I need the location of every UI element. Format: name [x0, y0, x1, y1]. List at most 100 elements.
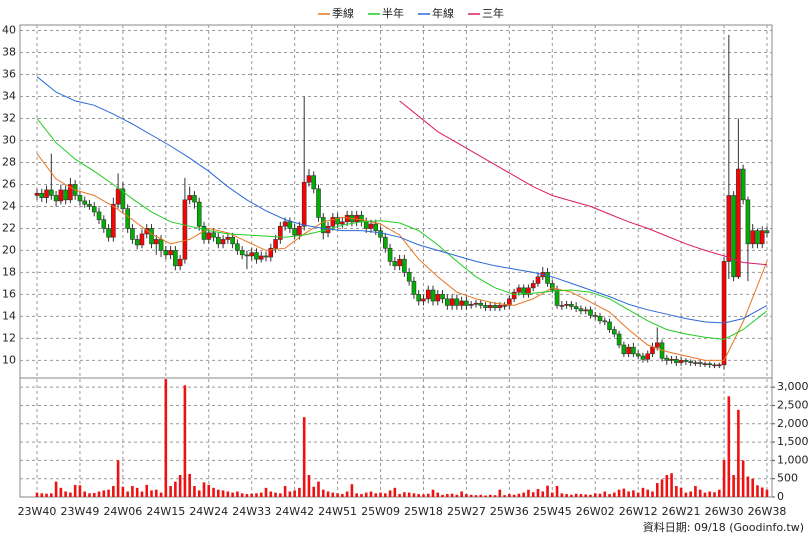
volume-bar [508, 494, 511, 497]
x-tick-label: 24W06 [103, 505, 142, 518]
volume-bar [326, 491, 330, 497]
x-tick-label: 24W33 [232, 505, 271, 518]
candle-body [473, 302, 479, 305]
candle-body [87, 203, 92, 207]
y-tick-label: 32 [2, 111, 16, 124]
candle-body [383, 236, 388, 249]
candle-body [235, 243, 240, 251]
volume-bar [560, 493, 564, 497]
candle-body [320, 217, 326, 234]
volume-bar [345, 491, 349, 497]
volume-bar [302, 417, 306, 497]
y2-tick-label: 0 [777, 490, 784, 503]
candle-body [497, 305, 503, 308]
candle-body [378, 230, 383, 238]
candle-body [755, 230, 760, 245]
volume-bar [221, 490, 225, 497]
volume-bar [384, 493, 387, 497]
candle-body [368, 223, 374, 229]
volume-bar [555, 486, 559, 497]
candle-body [764, 230, 770, 234]
volume-bar [40, 493, 44, 497]
volume-bar [307, 475, 311, 497]
volume-bar [741, 460, 745, 497]
candle-body [483, 305, 488, 308]
volume-bar [212, 487, 215, 497]
candle-body [49, 189, 54, 196]
volume-bar [83, 491, 87, 497]
volume-bar [675, 486, 678, 497]
volume-bar [651, 491, 654, 497]
candle-body [158, 239, 164, 251]
candle-body [177, 258, 183, 267]
volume-bar [698, 489, 702, 497]
candle-body [311, 175, 317, 190]
volume-bar [274, 492, 277, 497]
volume-bar [231, 492, 234, 497]
volume-bar [78, 485, 82, 497]
volume-bar [250, 493, 254, 497]
candle-body [607, 321, 612, 330]
candle-body [712, 364, 717, 367]
ma-line [36, 153, 768, 361]
candle-body [578, 308, 584, 312]
legend-label: 季線 [332, 6, 354, 20]
ma-line [399, 100, 768, 266]
legend-label: 三年 [482, 6, 504, 20]
volume-bar [689, 491, 692, 497]
volume-bar [236, 491, 239, 497]
volume-bar [350, 484, 354, 497]
y-tick-label: 38 [2, 45, 16, 58]
volume-bar [336, 493, 339, 497]
candle-body [244, 254, 250, 257]
volume-bar [403, 492, 406, 497]
volume-bar [202, 482, 206, 497]
volume-bar [364, 492, 368, 497]
candle-body [335, 217, 340, 225]
candle-body [168, 250, 173, 256]
candle-body [678, 360, 684, 363]
x-tick-label: 25W36 [490, 505, 529, 518]
candle-body [621, 344, 627, 355]
volume-bar [145, 484, 149, 497]
y-tick-label: 24 [2, 199, 16, 212]
volume-bar [679, 487, 683, 497]
candle-body [487, 305, 493, 308]
candle-body [149, 228, 154, 245]
volume-bar [321, 489, 325, 497]
candle-body [569, 304, 574, 307]
candle-body [559, 305, 565, 307]
candle-body [301, 181, 307, 227]
volume-bar [183, 385, 187, 497]
plot-frame [19, 24, 773, 498]
volume-bar [193, 486, 196, 497]
candle-body [502, 305, 507, 307]
volume-bar [589, 494, 592, 497]
volume-bar [154, 489, 158, 497]
x-tick-label: 23W40 [18, 505, 57, 518]
volume-bar [59, 487, 63, 497]
volume-bar [608, 494, 611, 497]
candle-body [144, 228, 150, 235]
x-tick-label: 24W24 [189, 505, 228, 518]
volume-bar [732, 475, 735, 497]
candle-body [492, 305, 498, 308]
volume-bar [293, 490, 296, 497]
candle-body [588, 309, 593, 316]
candle-body [430, 289, 436, 302]
candle-body [731, 195, 736, 278]
candle-body [34, 192, 40, 196]
volume-bar [355, 493, 358, 497]
candle-body [597, 316, 603, 322]
volume-bar [188, 473, 191, 497]
candle-body [688, 361, 693, 363]
volume-bar [317, 481, 320, 497]
volume-bar [379, 492, 382, 497]
candle-body [702, 363, 708, 366]
candle-body [216, 236, 221, 245]
candle-body [340, 221, 345, 225]
candle-body [239, 250, 245, 256]
volume-bar [436, 492, 440, 497]
volume-bar [264, 487, 268, 497]
candle-body [230, 236, 235, 245]
